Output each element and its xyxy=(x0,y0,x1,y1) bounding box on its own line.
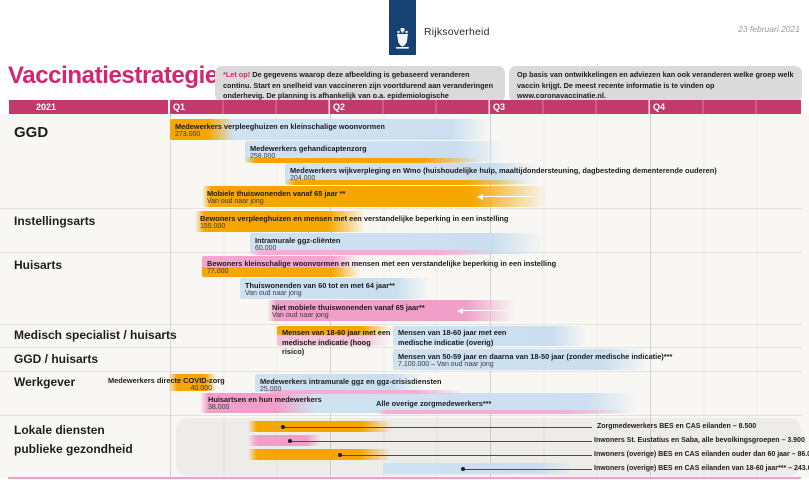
pink-overlap-stripe xyxy=(377,410,627,414)
bar-count: 204.000 xyxy=(290,175,316,182)
mini-bar-st-eustatius-saba xyxy=(248,435,321,446)
timeline-bar-50-59-jaar: Mensen van 50-59 jaar en daarna van 18-5… xyxy=(393,349,672,370)
bar-count: 77.000 xyxy=(207,268,229,275)
timeline-bar-thuiswonenden-60-64: Thuiswonenden van 60 tot en met 64 jaar*… xyxy=(240,278,430,299)
timeline-bar-verpleeghuizen: Medewerkers verpleeghuizen en kleinschal… xyxy=(170,119,490,140)
bar-count: 273.000 xyxy=(175,131,201,138)
marker-dot xyxy=(338,453,342,457)
timeline-bar-kleinschalige-woonvormen: Bewoners kleinschalige woonvormen en men… xyxy=(202,256,556,277)
section-label-huisarts: Huisarts xyxy=(14,258,63,272)
page-title: Vaccinatiestrategie* xyxy=(8,62,227,89)
bar-count-covid-zorg: 40.000 xyxy=(190,385,212,392)
timeline-bar-wijkverpleging: Medewerkers wijkverpleging en Wmo (huish… xyxy=(285,163,717,184)
orange-overlap-stripe xyxy=(285,180,525,185)
bar-count-huisartsen: 38.000 xyxy=(208,404,230,411)
section-label-instellingsarts: Instellingsarts xyxy=(14,214,96,228)
brand-text: Rijksoverheid xyxy=(424,26,490,38)
timeline-bar-intramurale-ggz: Intramurale ggz-cliënten 60.000 xyxy=(250,233,545,254)
timeline-bar-huisartsen-overige-zorg xyxy=(200,393,640,413)
bar-label: Mobiele thuiswonenden vanaf 65 jaar ** xyxy=(207,188,346,198)
bar-count: 7.100.000 – Van oud naar jong xyxy=(398,361,494,368)
bar-label: Bewoners verpleeghuizen en mensen met ee… xyxy=(200,213,509,223)
bar-count: 155.000 xyxy=(200,223,226,230)
bar-label-covid-zorg: Medewerkers directe COVID-zorg xyxy=(108,376,225,385)
bar-label: Niet mobiele thuiswonenden vanaf 65 jaar… xyxy=(272,302,425,312)
mini-label: Zorgmedewerkers BES en CAS eilanden – 8.… xyxy=(597,423,757,430)
quarter-label-q1: Q1 xyxy=(173,102,186,112)
bar-count: 258.000 xyxy=(250,153,276,160)
mini-bar-zorgmedewerkers-bes-cas xyxy=(248,421,393,432)
bar-label: Mensen van 18-60 jaar met een medische i… xyxy=(398,328,507,347)
bar-label: Medewerkers wijkverpleging en Wmo (huish… xyxy=(290,165,717,175)
group-separator xyxy=(0,324,801,325)
quarter-label-q4: Q4 xyxy=(653,102,666,112)
marker-dot xyxy=(461,467,465,471)
group-separator xyxy=(0,208,801,209)
orange-overlap-stripe xyxy=(245,158,480,163)
section-label-medisch-specialist: Medisch specialist / huisarts xyxy=(14,328,177,342)
bar-label: Mensen van 18-60 jaar met een medische i… xyxy=(282,328,391,357)
connector-line xyxy=(290,441,592,442)
timeline-bar-intramurale-ggz-crisis: Medewerkers intramurale ggz en ggz-crisi… xyxy=(255,374,442,393)
note-box-1: *Let op! De gegevens waarop deze afbeeld… xyxy=(215,66,505,111)
group-separator xyxy=(0,347,801,348)
pink-overlap-stripe xyxy=(263,390,466,394)
left-arrow-icon xyxy=(457,307,507,314)
section-label-lokale-diensten: Lokale diensten publieke gezondheid xyxy=(14,423,133,456)
connector-line xyxy=(340,455,592,456)
mini-label: Inwoners St. Eustatius en Saba, alle bev… xyxy=(594,437,805,444)
section-label-ggd-huisarts: GGD / huisarts xyxy=(14,352,99,366)
bar-label-huisartsen: Huisartsen en hun medewerkers xyxy=(208,395,322,404)
bar-label: Medewerkers intramurale ggz en ggz-crisi… xyxy=(260,376,442,386)
marker-dot xyxy=(288,439,292,443)
year-label: 2021 xyxy=(36,102,57,112)
connector-line xyxy=(463,469,592,470)
timeline-bar-covid-zorg xyxy=(168,374,216,391)
bar-label: Mensen van 50-59 jaar en daarna van 18-5… xyxy=(398,351,673,361)
rijksoverheid-emblem-icon xyxy=(396,28,409,49)
connector-line xyxy=(283,427,592,428)
note-box-2: Op basis van ontwikkelingen en adviezen … xyxy=(509,66,802,102)
bar-direction: Van oud naar jong xyxy=(245,290,302,297)
timeline-bar-mobiele-thuiswonenden: Mobiele thuiswonenden vanaf 65 jaar ** V… xyxy=(202,186,547,207)
note-lead: *Let op! xyxy=(223,70,251,79)
section-label-werkgever: Werkgever xyxy=(14,375,76,389)
mini-bar-bes-cas-60plus xyxy=(248,449,391,460)
bar-count: 25.000 xyxy=(260,386,282,393)
bar-count: 60.000 xyxy=(255,245,277,252)
quarter-label-q3: Q3 xyxy=(493,102,506,112)
bar-label: Bewoners kleinschalige woonvormen en men… xyxy=(207,258,557,268)
date-text: 23 februari 2021 xyxy=(738,24,800,34)
timeline-bar-gehandicaptenzorg: Medewerkers gehandicaptenzorg 258.000 xyxy=(245,141,505,162)
timeline-bar-medische-indicatie-overig: Mensen van 18-60 jaar met een medische i… xyxy=(393,326,587,347)
bar-label: Intramurale ggz-cliënten xyxy=(255,235,341,245)
rijksoverheid-logo xyxy=(389,0,416,55)
bar-label-overige-zorg: Alle overige zorgmedewerkers*** xyxy=(376,399,492,408)
bar-label: Medewerkers verpleeghuizen en kleinschal… xyxy=(175,121,385,131)
mini-bar-bes-cas-18-60 xyxy=(383,463,573,474)
group-separator xyxy=(0,371,801,372)
bar-direction: Van oud naar jong xyxy=(207,198,264,205)
marker-dot xyxy=(281,425,285,429)
mini-label: Inwoners (overige) BES en CAS eilanden v… xyxy=(594,465,809,472)
timeline-month-ticks xyxy=(170,100,801,114)
section-label-ggd: GGD xyxy=(14,124,49,141)
timeline-bar-medische-indicatie-hoog-risico: Mensen van 18-60 jaar met een medische i… xyxy=(277,326,390,356)
timeline-divider xyxy=(168,100,170,114)
mini-label: Inwoners (overige) BES en CAS eilanden o… xyxy=(594,451,809,458)
timeline-bar-niet-mobiele-thuiswonenden: Niet mobiele thuiswonenden vanaf 65 jaar… xyxy=(267,300,515,321)
bar-label: Thuiswonenden van 60 tot en met 64 jaar*… xyxy=(245,280,395,290)
bar-label: Medewerkers gehandicaptenzorg xyxy=(250,143,367,153)
timeline-bar-bewoners-verpleeghuizen: Bewoners verpleeghuizen en mensen met ee… xyxy=(195,211,508,232)
quarter-label-q2: Q2 xyxy=(333,102,346,112)
bottom-accent-line xyxy=(8,477,801,479)
note-text: Op basis van ontwikkelingen en adviezen … xyxy=(517,70,794,101)
group-separator xyxy=(0,415,801,416)
left-arrow-icon xyxy=(477,193,533,200)
bar-direction: Van oud naar jong xyxy=(272,312,329,319)
pink-overlap-stripe xyxy=(250,250,500,255)
